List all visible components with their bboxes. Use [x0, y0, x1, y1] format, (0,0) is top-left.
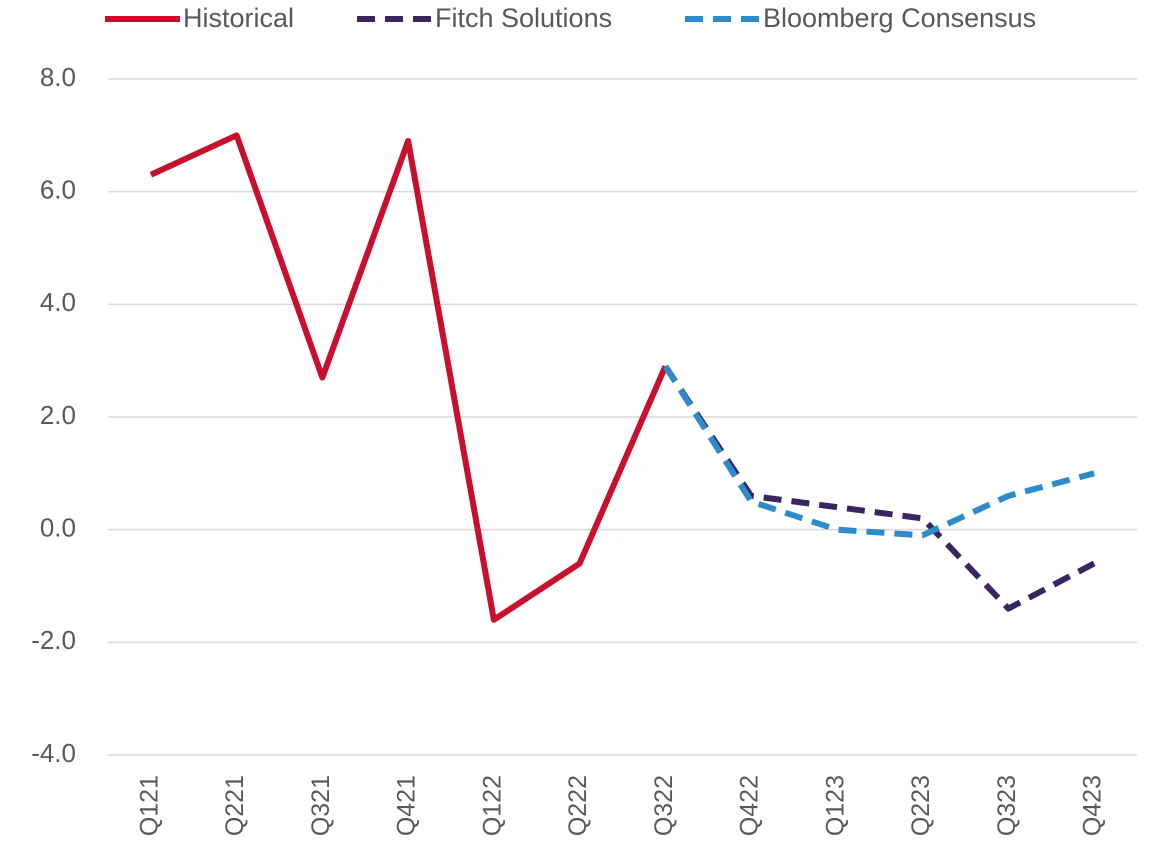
- x-tick-label: Q122: [478, 775, 506, 836]
- y-tick-label: -2.0: [31, 625, 76, 655]
- x-tick-label: Q223: [907, 775, 935, 836]
- y-tick-label: 6.0: [40, 175, 76, 205]
- x-tick-label: Q423: [1079, 775, 1107, 836]
- x-tick-label: Q323: [993, 775, 1021, 836]
- legend-label: Historical: [183, 3, 294, 33]
- x-tick-label: Q321: [307, 775, 335, 836]
- y-tick-label: 0.0: [40, 513, 76, 543]
- legend-label: Bloomberg Consensus: [763, 3, 1036, 33]
- series-line: [149, 132, 669, 623]
- y-tick-label: 8.0: [40, 62, 76, 92]
- legend-label: Fitch Solutions: [435, 3, 612, 33]
- y-tick-label: -4.0: [31, 738, 76, 768]
- x-tick-label: Q121: [135, 775, 163, 836]
- x-tick-label: Q222: [564, 775, 592, 836]
- x-tick-label: Q123: [821, 775, 849, 836]
- x-tick-label: Q422: [736, 775, 764, 836]
- y-tick-label: 2.0: [40, 400, 76, 430]
- y-tick-label: 4.0: [40, 287, 76, 317]
- x-tick-label: Q221: [221, 775, 249, 836]
- x-tick-label: Q322: [650, 775, 678, 836]
- series-line: [662, 364, 1095, 539]
- x-tick-label: Q421: [393, 775, 421, 836]
